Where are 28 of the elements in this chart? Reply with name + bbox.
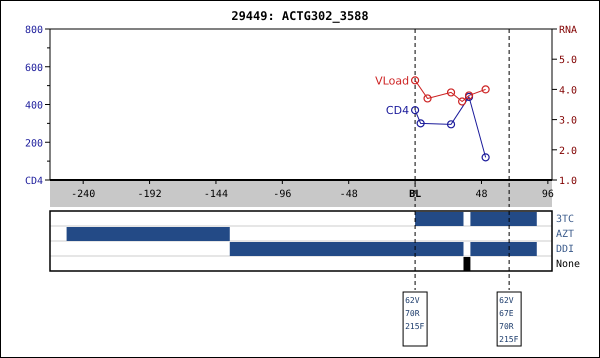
x-tick-label: -192 <box>138 189 162 200</box>
y-tick-label: CD4 <box>24 176 43 187</box>
series-label: VLoad <box>375 74 410 88</box>
y-tick-label: None <box>556 259 580 270</box>
x-tick-label: BL <box>409 189 422 200</box>
y-tick-label: 3TC <box>556 214 574 225</box>
y-tick-label: 600 <box>24 62 43 74</box>
x-tick-label: 96 <box>542 189 554 200</box>
x-tick-label: -240 <box>71 189 96 200</box>
y-tick-label: 200 <box>24 138 43 150</box>
y2-tick-label: 1.0 <box>559 176 578 187</box>
series-label: CD4 <box>386 104 410 118</box>
x-tick-label: -48 <box>340 189 358 200</box>
y-tick-label: DDI <box>556 244 574 255</box>
text: 62V 70R 215F <box>405 296 425 331</box>
chart-title: 29449: ACTG302_3588 <box>231 9 369 23</box>
x-tick-label: -144 <box>204 189 228 200</box>
y2-tick-label: 2.0 <box>559 146 578 157</box>
text: 62V 67E 70R 215F <box>499 296 519 344</box>
x-tick-label: 48 <box>475 189 488 200</box>
y2-tick-label: RNA <box>559 25 578 36</box>
x-tick-label: -96 <box>273 189 292 200</box>
y2-tick-label: 3.0 <box>559 116 578 127</box>
y2-tick-label: 5.0 <box>559 55 578 66</box>
y2-tick-label: 4.0 <box>559 85 578 96</box>
y-tick-label: AZT <box>556 229 574 240</box>
y-tick-label: 400 <box>24 100 43 112</box>
y-tick-label: 800 <box>24 25 43 36</box>
